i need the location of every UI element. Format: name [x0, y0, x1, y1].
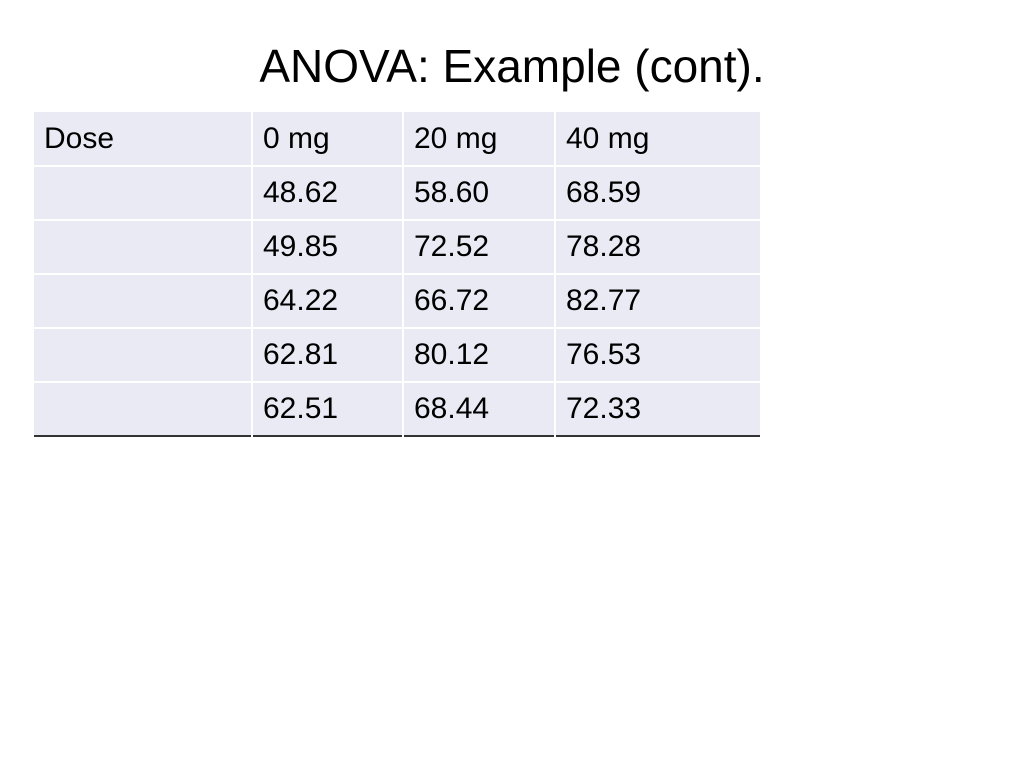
table-cell: 48.62: [251, 165, 404, 221]
table-row: 64.22 66.72 82.77: [34, 273, 760, 329]
empty-cell: [34, 327, 253, 383]
table-cell: 62.51: [251, 381, 404, 436]
table-cell: 80.12: [402, 327, 556, 383]
table-row: 62.81 80.12 76.53: [34, 327, 760, 383]
slide-title: ANOVA: Example (cont).: [259, 40, 765, 92]
table-body: Dose 0 mg 20 mg 40 mg 48.62 58.60 68.59 49.85 72…: [34, 112, 760, 436]
table-cell: 49.85: [251, 219, 404, 275]
table-cell: 62.81: [251, 327, 404, 383]
table-cell: 82.77: [554, 273, 760, 329]
table-cell: 66.72: [402, 273, 556, 329]
table-row: 48.62 58.60 68.59: [34, 165, 760, 221]
table-cell: 68.59: [554, 165, 760, 221]
table-cell: 72.33: [554, 381, 760, 436]
header-cell: 40 mg: [554, 112, 760, 167]
empty-cell: [34, 165, 253, 221]
header-cell: 20 mg: [402, 112, 556, 167]
table-row: 49.85 72.52 78.28: [34, 219, 760, 275]
table-cell: 58.60: [402, 165, 556, 221]
header-cell: Dose: [34, 112, 253, 167]
table-row: 62.51 68.44 72.33: [34, 381, 760, 436]
table-cell: 72.52: [402, 219, 556, 275]
table-cell: 64.22: [251, 273, 404, 329]
table-cell: 68.44: [402, 381, 556, 436]
empty-cell: [34, 219, 253, 275]
header-cell: 0 mg: [251, 112, 404, 167]
table-cell: 78.28: [554, 219, 760, 275]
empty-cell: [34, 273, 253, 329]
header-row: Dose 0 mg 20 mg 40 mg: [34, 112, 760, 167]
table-cell: 76.53: [554, 327, 760, 383]
data-table: Dose 0 mg 20 mg 40 mg 48.62 58.60 68.59 49.85 72…: [34, 112, 760, 437]
empty-cell: [34, 381, 253, 436]
